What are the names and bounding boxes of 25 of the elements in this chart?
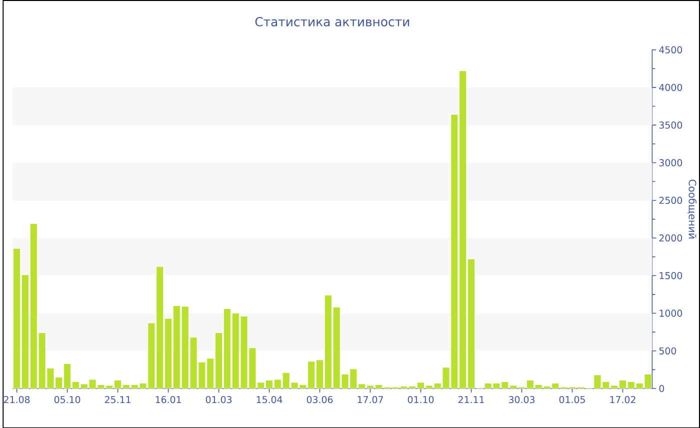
x-tick-label: 25.11 [104, 396, 130, 403]
x-tick-label: 21.08 [4, 396, 30, 403]
x-tick-label: 15.04 [256, 396, 282, 403]
x-tick-label: 17.07 [358, 396, 383, 403]
y-tick-label: 3000 [659, 158, 682, 166]
y-tick-label: 1500 [660, 272, 682, 280]
y-tick-label: 3500 [659, 121, 682, 128]
y-axis-title: Сообщений [687, 180, 697, 238]
x-tick-label: 30.03 [508, 396, 534, 403]
y-tick-label: 4000 [659, 84, 682, 91]
y-tick-label: 2000 [659, 234, 682, 242]
x-tick-label: 03.06 [306, 396, 333, 403]
x-tick-label: 21.11 [458, 396, 484, 403]
x-tick-label: 01.10 [408, 396, 434, 403]
y-tick-label: 500 [659, 347, 676, 354]
y-tick-label: 1000 [660, 309, 682, 317]
y-tick-label: 2500 [659, 196, 682, 204]
y-tick-label: 4500 [659, 46, 682, 54]
x-tick-label: 01.03 [206, 396, 232, 403]
x-tick-label: 01.05 [559, 396, 585, 403]
chart-title: Статистика активности [255, 16, 410, 26]
x-tick-label: 17.02 [610, 396, 636, 403]
x-tick-label: 16.01 [156, 396, 181, 403]
y-tick-label: 0 [659, 384, 664, 392]
x-tick-label: 05.10 [54, 396, 80, 403]
